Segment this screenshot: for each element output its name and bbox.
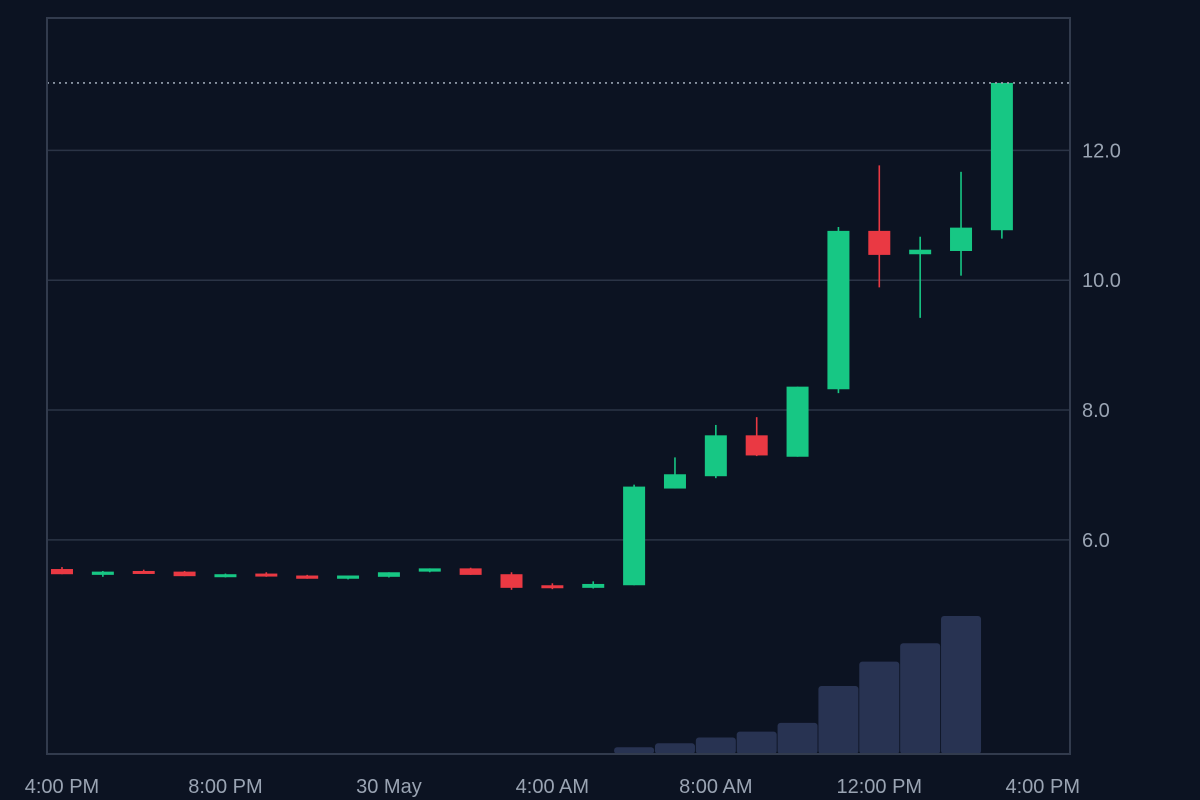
candle-body (296, 575, 319, 579)
candle[interactable] (786, 386, 809, 457)
candle[interactable] (459, 567, 482, 575)
x-tick-label: 4:00 PM (25, 776, 99, 798)
candle-body (214, 574, 237, 578)
candle[interactable] (582, 581, 605, 589)
candle-body (745, 435, 768, 456)
candle-body (909, 249, 932, 255)
volume-bar (777, 722, 818, 754)
candle-body (255, 573, 278, 577)
x-tick-label: 8:00 PM (188, 776, 262, 798)
candle-body (623, 486, 646, 586)
candle[interactable] (990, 82, 1013, 239)
candle-body (377, 572, 400, 577)
candle[interactable] (50, 567, 73, 575)
x-tick-label: 8:00 AM (679, 776, 752, 798)
candle[interactable] (377, 572, 400, 578)
candle[interactable] (337, 575, 360, 580)
volume-bar (695, 737, 736, 754)
y-tick-label: 6.0 (1082, 530, 1110, 552)
volume-bar (818, 685, 859, 754)
candle-body (868, 230, 891, 255)
candle[interactable] (868, 165, 891, 288)
candle[interactable] (173, 570, 196, 577)
volume-bars (614, 616, 982, 754)
candle[interactable] (296, 574, 319, 579)
candle[interactable] (91, 570, 114, 577)
candle[interactable] (418, 568, 441, 573)
candle[interactable] (500, 572, 523, 590)
gridlines (47, 149, 1070, 541)
candle-body (459, 568, 482, 575)
candle[interactable] (214, 573, 237, 578)
volume-bar (654, 743, 695, 754)
y-tick-label: 10.0 (1082, 270, 1121, 292)
candle-body (704, 435, 727, 477)
candle-body (582, 583, 605, 588)
candle[interactable] (704, 424, 727, 479)
volume-bar (736, 731, 777, 754)
candle-body (950, 227, 973, 252)
x-tick-label: 30 May (356, 776, 422, 798)
candle-body (337, 575, 360, 579)
candle-body (418, 568, 441, 572)
candle[interactable] (623, 484, 646, 586)
candle-body (827, 230, 850, 390)
y-axis: 6.0 8.0 10.0 12.0 (1082, 140, 1121, 551)
candle-body (990, 82, 1013, 231)
candle-body (91, 571, 114, 575)
candle-body (541, 585, 564, 589)
candle-body (786, 386, 809, 457)
candle[interactable] (827, 226, 850, 394)
candle[interactable] (950, 171, 973, 276)
volume-bar (614, 747, 655, 754)
y-tick-label: 8.0 (1082, 400, 1110, 422)
candle[interactable] (909, 236, 932, 318)
candle[interactable] (132, 569, 155, 574)
x-tick-label: 12:00 PM (836, 776, 922, 798)
volume-bar (859, 661, 900, 754)
x-axis: 4:00 PM 8:00 PM 30 May 4:00 AM 8:00 AM 12:00 … (25, 776, 1080, 798)
y-tick-label: 12.0 (1082, 140, 1121, 162)
x-tick-label: 4:00 PM (1006, 776, 1080, 798)
candle[interactable] (745, 417, 768, 457)
candle[interactable] (663, 457, 686, 489)
candle-body (50, 569, 73, 575)
candlesticks (50, 82, 1013, 590)
candle[interactable] (255, 572, 278, 577)
x-tick-label: 4:00 AM (516, 776, 589, 798)
volume-bar (941, 616, 982, 754)
candle[interactable] (541, 583, 564, 590)
candle-body (132, 570, 155, 574)
candle-body (173, 571, 196, 577)
candle-body (500, 574, 523, 588)
plot-frame (46, 17, 1071, 755)
volume-bar (900, 643, 941, 754)
candle-body (663, 474, 686, 489)
